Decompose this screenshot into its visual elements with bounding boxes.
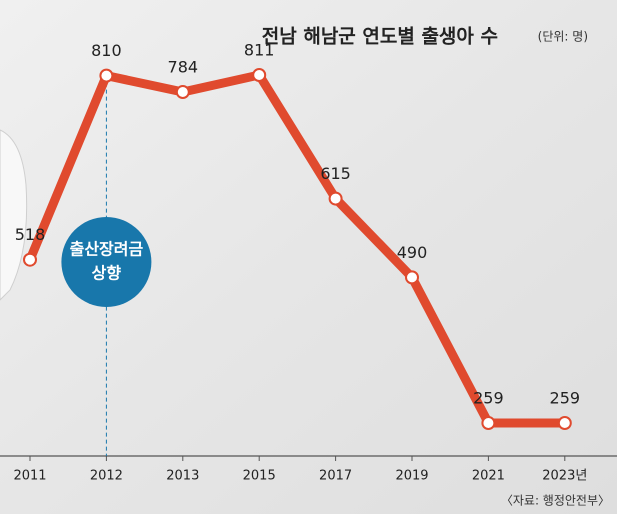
data-label: 259	[473, 389, 504, 408]
data-label: 259	[550, 389, 581, 408]
annotation-bubble	[61, 217, 152, 307]
data-point	[99, 68, 114, 83]
data-label: 810	[91, 41, 122, 60]
data-label: 490	[397, 243, 428, 262]
x-tick-label: 2011	[13, 469, 46, 484]
data-label: 811	[244, 41, 275, 60]
data-point	[175, 85, 190, 100]
x-tick-label: 2015	[243, 469, 276, 484]
annotation-text: 출산장려금	[70, 240, 144, 259]
data-point	[328, 191, 343, 206]
x-tick-label: 2021	[472, 469, 505, 484]
x-tick-label: 2017	[319, 469, 352, 484]
x-tick-label: 2012	[90, 469, 123, 484]
x-tick-label: 2013	[166, 469, 199, 484]
data-point	[481, 416, 496, 430]
annotation-text: 상향	[92, 264, 122, 283]
data-label: 615	[320, 164, 351, 183]
x-tick-label: 2019	[395, 469, 428, 484]
decoration	[0, 129, 28, 301]
data-label: 784	[168, 58, 199, 77]
data-point	[405, 270, 419, 285]
unit-label: (단위: 명)	[538, 30, 588, 44]
source: 〈자료: 행정안전부〉	[501, 493, 610, 508]
data-label: 518	[15, 225, 46, 244]
x-tick-label: 2023년	[542, 469, 587, 484]
data-point	[252, 68, 267, 82]
data-line	[25, 70, 565, 428]
data-point	[23, 252, 37, 267]
data-point	[557, 416, 572, 430]
chart-title: 전남 해남군 연도별 출생아 수	[262, 26, 498, 48]
